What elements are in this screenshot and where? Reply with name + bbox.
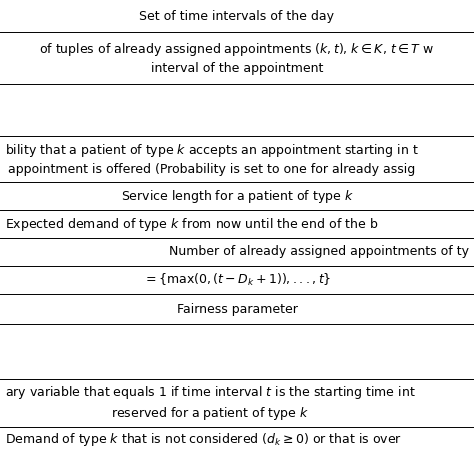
- Text: Fairness parameter: Fairness parameter: [176, 302, 298, 316]
- Text: ary variable that equals 1 if time interval $t$ is the starting time int
reserve: ary variable that equals 1 if time inter…: [5, 383, 415, 422]
- Text: of tuples of already assigned appointments $(k, t)$, $k \in K$, $t \in T$ w
inte: of tuples of already assigned appointmen…: [39, 41, 435, 75]
- Text: bility that a patient of type $k$ accepts an appointment starting in t
appointme: bility that a patient of type $k$ accept…: [5, 142, 419, 176]
- Text: Number of already assigned appointments of ty: Number of already assigned appointments …: [169, 246, 469, 258]
- Text: Demand of type $k$ that is not considered $(d_k \geq 0)$ or that is over: Demand of type $k$ that is not considere…: [5, 431, 402, 448]
- Text: Set of time intervals of the day: Set of time intervals of the day: [139, 9, 335, 22]
- Text: $= \{\max(0, (t - D_k + 1)), ..., t\}$: $= \{\max(0, (t - D_k + 1)), ..., t\}$: [143, 272, 331, 288]
- Text: Expected demand of type $k$ from now until the end of the b: Expected demand of type $k$ from now unt…: [5, 216, 378, 233]
- Text: Service length for a patient of type $k$: Service length for a patient of type $k$: [120, 188, 354, 204]
